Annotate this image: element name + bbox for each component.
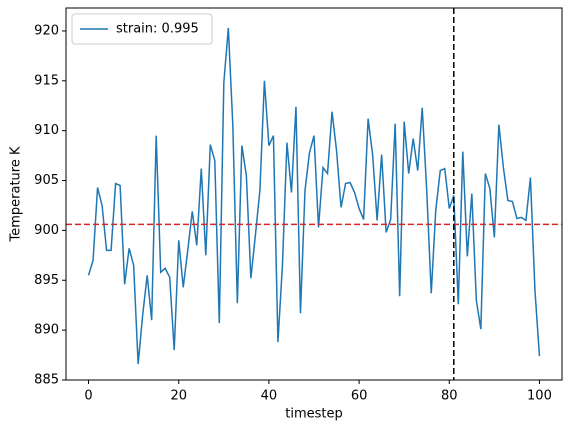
y-tick-label: 910 [34,123,59,138]
data-line [87,27,541,365]
x-tick-label: 40 [261,389,278,404]
x-tick-label: 60 [351,389,368,404]
y-tick-label: 890 [34,323,59,338]
y-tick-label: 905 [34,173,59,188]
y-tick-label: 885 [34,373,59,388]
legend-box [71,13,213,45]
y-tick-label: 900 [34,223,59,238]
x-tick-label: 20 [170,389,187,404]
y-axis-label: Temperature K [9,146,24,242]
x-tick-label: 100 [527,389,552,404]
x-axis-label: timestep [285,407,343,422]
y-tick-label: 915 [34,73,59,88]
axes-frame [65,7,563,381]
y-tick-label: 920 [34,23,59,38]
x-tick-label: 80 [441,389,458,404]
x-tick-label: 0 [84,389,92,404]
legend-label: strain: 0.995 [116,22,199,37]
y-tick-label: 895 [34,273,59,288]
